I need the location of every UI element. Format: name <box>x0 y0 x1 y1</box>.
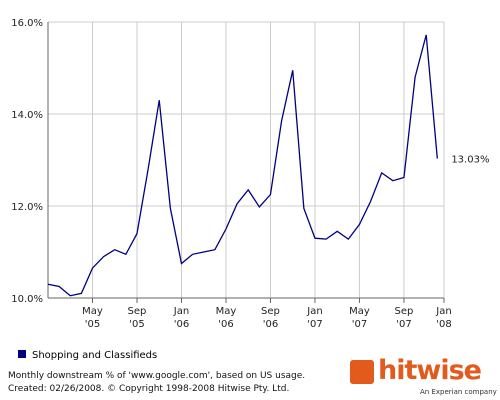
x-tick-label-line: '08 <box>436 319 451 330</box>
x-tick-label-line: '07 <box>352 319 367 330</box>
x-tick-label: Jan '07 <box>306 306 322 330</box>
y-tick-label: 12.0% <box>11 202 43 213</box>
x-tick-label-line: May <box>349 306 370 317</box>
x-tick-label: Sep '05 <box>128 306 147 330</box>
footnote: Monthly downstream % of 'www.google.com'… <box>8 371 306 381</box>
legend-swatch <box>18 350 26 358</box>
legend-label: Shopping and Classifieds <box>32 350 158 361</box>
x-tick-label-line: '05 <box>85 319 100 330</box>
x-tick-label-line: May <box>82 306 103 317</box>
x-tick-label: May '05 <box>82 306 103 330</box>
x-tick-label-line: Sep <box>395 306 414 317</box>
x-tick-label-line: '07 <box>307 319 322 330</box>
x-tick-label-line: '05 <box>129 319 144 330</box>
x-tick-label-line: '07 <box>396 319 411 330</box>
line <box>47 34 438 297</box>
logo-text: hitwise <box>378 355 482 386</box>
x-tick-label-line: Sep <box>261 306 280 317</box>
x-tick-label: Jan '06 <box>173 306 189 330</box>
x-tick-label: Jan '08 <box>435 306 451 330</box>
x-tick-label: May '06 <box>216 306 237 330</box>
x-tick-label-line: Jan <box>435 306 451 317</box>
x-tick-label-line: '06 <box>174 319 189 330</box>
x-tick-label-line: Sep <box>128 306 147 317</box>
x-tick-label-line: '06 <box>263 319 278 330</box>
x-tick-label-line: Jan <box>173 306 189 317</box>
y-tick-label: 10.0% <box>11 294 43 305</box>
y-tick-label: 16.0% <box>11 18 43 29</box>
logo-icon <box>350 360 374 384</box>
x-tick-label: Sep '06 <box>261 306 280 330</box>
x-tick-label-line: Jan <box>306 306 322 317</box>
y-tick-label: 14.0% <box>11 110 43 121</box>
footnote: Created: 02/26/2008. © Copyright 1998-20… <box>8 384 290 394</box>
legend: Shopping and Classifieds <box>18 350 157 361</box>
x-tick-label-line: May <box>216 306 237 317</box>
x-tick-label: May '07 <box>349 306 370 330</box>
x-tick-label-line: '06 <box>218 319 233 330</box>
x-tick-label: Sep '07 <box>395 306 414 330</box>
logo-tagline: An Experian company <box>420 388 497 396</box>
end-label: 13.03% <box>451 155 489 166</box>
